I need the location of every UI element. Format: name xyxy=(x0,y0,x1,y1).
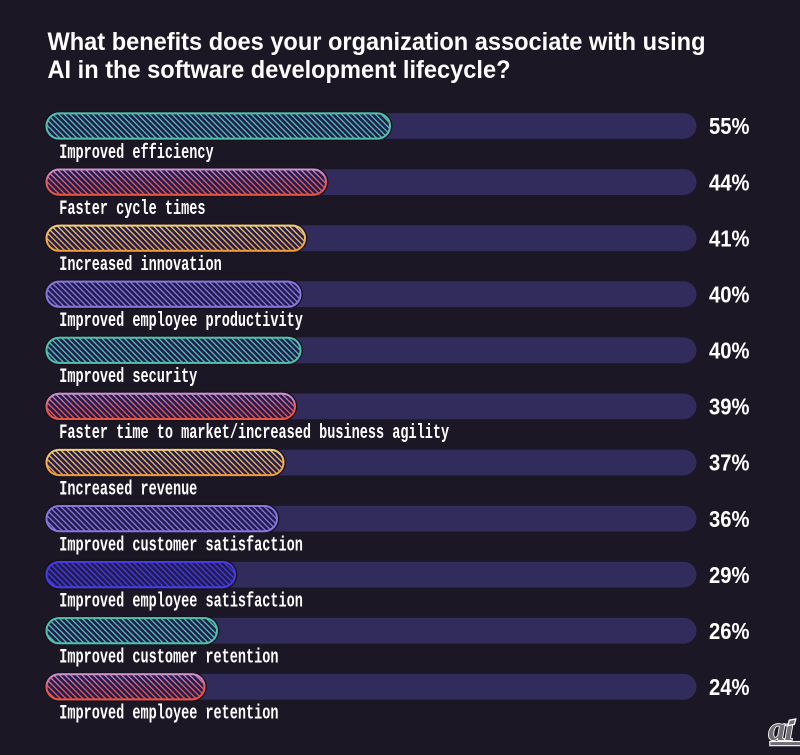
svg-text:24%: 24% xyxy=(709,674,750,700)
svg-text:Improved security: Improved security xyxy=(59,367,197,389)
svg-text:Increased revenue: Increased revenue xyxy=(59,479,197,501)
svg-text:Faster time to market/increase: Faster time to market/increased business… xyxy=(59,423,449,445)
svg-text:Improved employee retention: Improved employee retention xyxy=(59,703,278,725)
svg-text:29%: 29% xyxy=(709,562,750,588)
svg-text:40%: 40% xyxy=(709,281,750,307)
svg-text:Improved employee satisfaction: Improved employee satisfaction xyxy=(59,591,303,613)
svg-text:Improved employee productivity: Improved employee productivity xyxy=(59,311,303,333)
svg-text:37%: 37% xyxy=(709,450,750,476)
svg-text:AI in the software development: AI in the software development lifecycle… xyxy=(48,56,511,84)
svg-text:Improved efficiency: Improved efficiency xyxy=(59,143,213,165)
svg-text:Faster cycle times: Faster cycle times xyxy=(59,199,205,221)
svg-text:Improved customer satisfaction: Improved customer satisfaction xyxy=(59,535,303,557)
svg-text:26%: 26% xyxy=(709,618,750,644)
svg-text:What benefits does your organi: What benefits does your organization ass… xyxy=(48,28,706,56)
svg-text:44%: 44% xyxy=(709,169,750,195)
svg-text:39%: 39% xyxy=(709,394,750,420)
svg-text:Increased innovation: Increased innovation xyxy=(59,255,221,277)
svg-text:36%: 36% xyxy=(709,506,750,532)
svg-text:41%: 41% xyxy=(709,225,750,251)
svg-text:55%: 55% xyxy=(709,113,750,139)
svg-text:40%: 40% xyxy=(709,338,750,364)
svg-text:Improved customer retention: Improved customer retention xyxy=(59,647,278,669)
svg-text:aı: aı xyxy=(769,711,793,748)
